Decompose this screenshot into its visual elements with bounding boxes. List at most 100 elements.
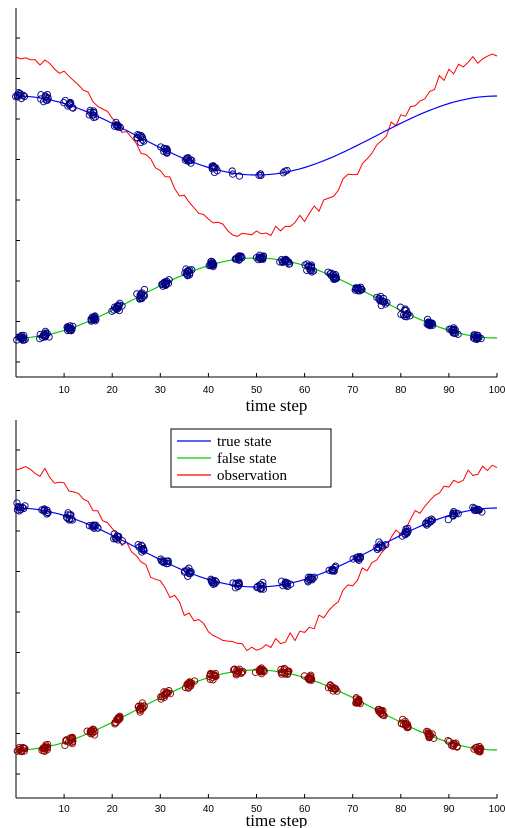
observation-line: [15, 53, 498, 237]
particle-marker: [260, 668, 268, 676]
particle-marker: [211, 577, 219, 585]
particle-marker: [137, 138, 145, 147]
x-tick-label: 80: [395, 385, 407, 396]
particle-marker: [356, 554, 365, 562]
particle-marker: [136, 704, 144, 712]
particle-marker: [162, 560, 171, 568]
particle-marker: [449, 329, 457, 337]
particle-marker: [62, 736, 70, 745]
particle-marker: [41, 93, 50, 101]
particle-marker: [229, 170, 237, 178]
particle-marker: [230, 666, 239, 674]
x-axis-label: time step: [246, 811, 308, 828]
particle-marker: [111, 303, 119, 311]
particle-marker: [210, 672, 219, 680]
particle-marker: [380, 298, 389, 306]
particle-marker: [41, 333, 49, 341]
particle-marker: [116, 712, 124, 720]
x-tick-label: 90: [443, 385, 455, 396]
particle-marker: [90, 113, 98, 122]
particle-marker: [445, 737, 453, 746]
x-tick-label: 10: [59, 804, 71, 815]
x-tick-label: 30: [155, 385, 167, 396]
particle-marker: [349, 555, 357, 563]
particle-marker: [139, 546, 148, 554]
particle-marker: [89, 523, 98, 531]
x-tick-label: 10: [59, 385, 71, 396]
particle-marker: [37, 95, 45, 103]
particle-marker: [209, 671, 217, 679]
particle-marker: [86, 728, 94, 736]
particle-marker: [231, 584, 240, 592]
particle-marker: [352, 284, 361, 292]
particle-marker: [113, 532, 121, 540]
particle-marker: [185, 156, 193, 165]
particle-marker: [285, 260, 294, 268]
particle-marker: [450, 325, 458, 334]
particle-marker: [396, 303, 405, 311]
particle-marker: [157, 695, 165, 703]
particle-marker: [163, 277, 171, 286]
particle-marker: [428, 516, 437, 524]
particle-marker: [140, 702, 148, 710]
particle-marker: [353, 553, 362, 562]
particle-marker: [115, 306, 123, 315]
particle-marker: [257, 585, 265, 593]
particle-marker: [17, 505, 25, 514]
particle-marker: [444, 515, 452, 524]
particle-marker: [185, 564, 193, 572]
particle-marker: [232, 580, 240, 588]
particle-marker: [211, 579, 219, 588]
particle-marker: [281, 257, 289, 266]
particle-marker: [89, 314, 97, 322]
particle-marker: [259, 585, 268, 593]
particle-marker: [324, 268, 332, 276]
particle-marker: [235, 172, 244, 180]
x-tick-label: 60: [299, 385, 311, 396]
particle-marker: [228, 167, 236, 175]
particle-marker: [18, 747, 26, 756]
top-panel: 10 20 30 40 50 60 70 80 90 100 time step: [12, 8, 505, 415]
x-tick-label: 30: [155, 804, 167, 815]
particle-marker: [112, 121, 120, 129]
particle-marker: [304, 577, 312, 585]
particle-marker: [91, 727, 99, 736]
particle-marker: [404, 527, 412, 535]
particle-marker: [238, 668, 246, 676]
particle-marker: [65, 99, 74, 107]
particle-marker: [185, 683, 193, 691]
particle-marker: [15, 333, 23, 341]
particle-marker: [283, 582, 292, 591]
x-tick-label: 20: [107, 804, 119, 815]
bottom-panel: 10 20 30 40 50 60 70 80 90 100 time step true state…: [13, 420, 505, 828]
particle-marker: [184, 572, 192, 580]
particle-marker: [277, 665, 285, 674]
particle-marker: [15, 507, 23, 515]
particle-marker: [324, 683, 333, 692]
particle-marker: [138, 294, 146, 302]
particle-marker: [403, 310, 411, 318]
particle-marker: [304, 262, 312, 270]
x-tick-label: 90: [443, 804, 455, 815]
particle-marker: [114, 123, 122, 131]
particle-marker: [232, 667, 241, 675]
x-tick-label: 50: [251, 804, 263, 815]
particle-marker: [473, 743, 481, 751]
particle-marker: [281, 167, 289, 175]
particle-marker: [283, 257, 292, 266]
x-tick-label: 40: [203, 385, 215, 396]
particle-marker: [330, 684, 339, 692]
particle-marker: [279, 169, 288, 177]
particle-marker: [423, 521, 431, 529]
particle-marker: [183, 154, 191, 162]
particle-marker: [330, 567, 338, 575]
particle-marker: [447, 325, 455, 333]
particle-marker: [184, 272, 192, 280]
particle-marker: [15, 743, 24, 752]
particle-marker: [444, 736, 452, 745]
particle-marker: [454, 510, 462, 518]
legend-label: true state: [217, 434, 272, 450]
particle-marker: [65, 326, 73, 334]
particle-marker: [424, 728, 432, 736]
